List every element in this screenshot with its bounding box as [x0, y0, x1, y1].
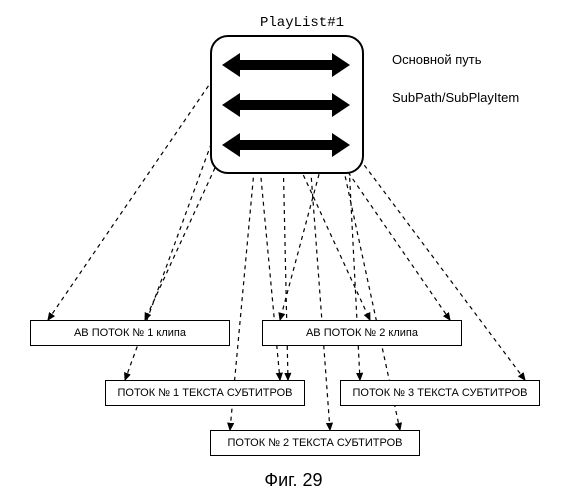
box-subtitle-3: ПОТОК № 3 ТЕКСТА СУБТИТРОВ	[340, 380, 540, 406]
label-main-path: Основной путь	[392, 52, 481, 67]
box-av-stream-2: АВ ПОТОК № 2 клипа	[262, 320, 462, 346]
double-arrow-icon	[238, 100, 334, 110]
box-av-stream-1: АВ ПОТОК № 1 клипа	[30, 320, 230, 346]
box-subtitle-1: ПОТОК № 1 ТЕКСТА СУБТИТРОВ	[105, 380, 305, 406]
box-subtitle-2: ПОТОК № 2 ТЕКСТА СУБТИТРОВ	[210, 430, 420, 456]
double-arrow-icon	[238, 140, 334, 150]
double-arrow-icon	[238, 60, 334, 70]
label-subpath: SubPath/SubPlayItem	[392, 90, 519, 105]
figure-caption: Фиг. 29	[0, 470, 587, 491]
playlist-title: PlayList#1	[260, 15, 344, 31]
